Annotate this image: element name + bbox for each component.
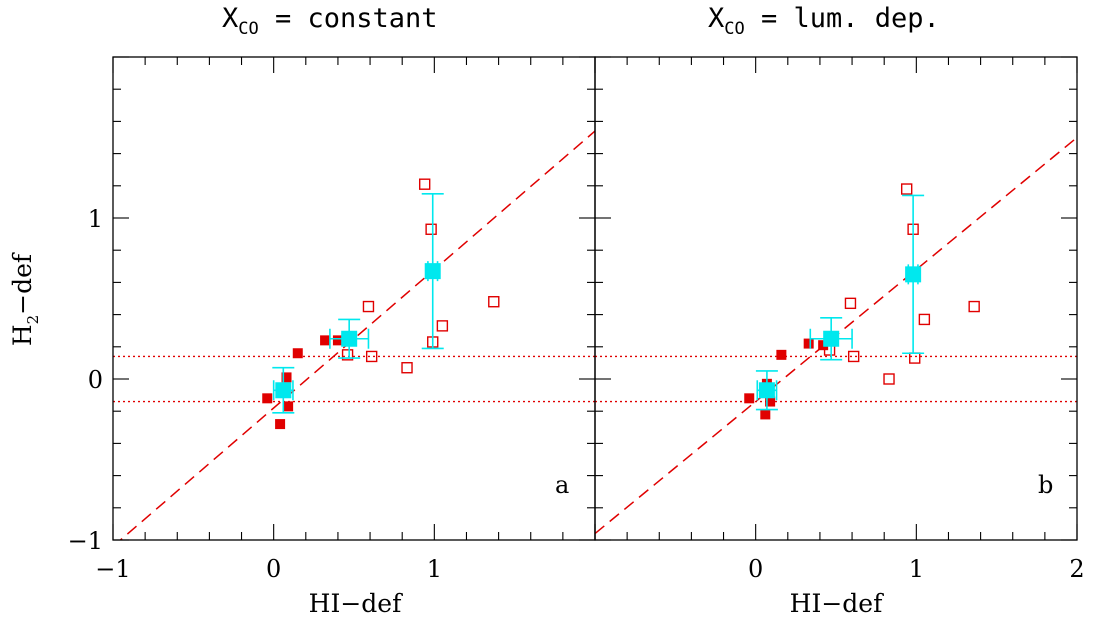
panel-a-filled-point [275, 419, 286, 430]
panel-a-label: a [555, 471, 569, 499]
panel-a-x-tick-label: 1 [427, 555, 442, 583]
panel-b-filled-point [765, 396, 776, 407]
panel-b-plot-area [595, 136, 1077, 535]
panel-a-x-tick-label: 0 [266, 555, 281, 583]
panel-b-open-point [968, 300, 980, 313]
panel-a-open-point [425, 223, 437, 235]
panel-b-mean-point [758, 382, 775, 399]
panel-a-open-point [488, 296, 500, 308]
panel-a-open-point [341, 349, 354, 361]
panel-b-filled-point [776, 349, 787, 360]
y-axis-label: H2−def [8, 252, 42, 346]
panel-a-filled-point [262, 393, 273, 404]
panel-a-open-point [436, 320, 449, 332]
panel-a: −1 0 1 −1 0 1 a [68, 56, 596, 583]
panel-b-x-tick-label: 1 [909, 555, 924, 583]
panel-a-title: XCO = constant [222, 3, 438, 39]
panel-b-open-point [844, 297, 857, 310]
panel-a-x-tick-label: −1 [95, 555, 130, 583]
panel-b-x-tick-label: 0 [748, 555, 763, 583]
panel-a-y-tick-label: −1 [68, 527, 103, 555]
panel-b-open-point [883, 373, 895, 385]
panel-a-filled-point [320, 335, 331, 346]
panel-b-x-tick-label: 2 [1069, 555, 1084, 583]
panel-b: 0 1 2 b [594, 56, 1085, 583]
panel-a-mean-point [424, 263, 441, 280]
panel-a-filled-point [283, 401, 294, 412]
panel-b-frame [594, 56, 1078, 541]
panel-a-y-tick-label: 1 [88, 205, 103, 233]
panel-b-label: b [1038, 471, 1053, 499]
panel-b-filled-point [803, 338, 814, 349]
panel-a-filled-point [292, 348, 303, 359]
panel-a-open-point [362, 300, 375, 313]
panel-a-filled-point [281, 372, 292, 383]
panel-b-ticks [594, 56, 1078, 541]
panel-b-x-axis-label: HI−def [790, 589, 884, 618]
panel-a-ticks [112, 56, 596, 541]
panel-b-filled-point [760, 409, 771, 420]
panel-a-x-axis-label: HI−def [309, 589, 403, 618]
panel-a-open-point [418, 178, 431, 190]
panel-a-y-tick-label: 0 [88, 366, 103, 394]
panel-a-open-point [365, 350, 378, 363]
panel-b-title: XCO = lum. dep. [708, 3, 940, 39]
panel-b-mean-point [905, 266, 922, 283]
panel-a-regression-line [119, 130, 595, 540]
panel-b-open-point [900, 183, 913, 195]
panel-b-open-point [847, 350, 860, 363]
panel-b-mean-point [823, 330, 840, 347]
panel-a-mean-point [341, 330, 358, 347]
panel-a-open-point [401, 362, 413, 374]
panel-a-mean-point [275, 382, 292, 399]
panel-b-filled-point [744, 393, 755, 404]
panel-a-frame [112, 56, 596, 541]
panel-b-open-point [909, 352, 921, 364]
panel-b-open-point [918, 313, 931, 326]
panel-a-plot-area [113, 130, 595, 540]
panel-a-filled-point [332, 335, 343, 346]
panel-b-filled-point [818, 340, 829, 351]
